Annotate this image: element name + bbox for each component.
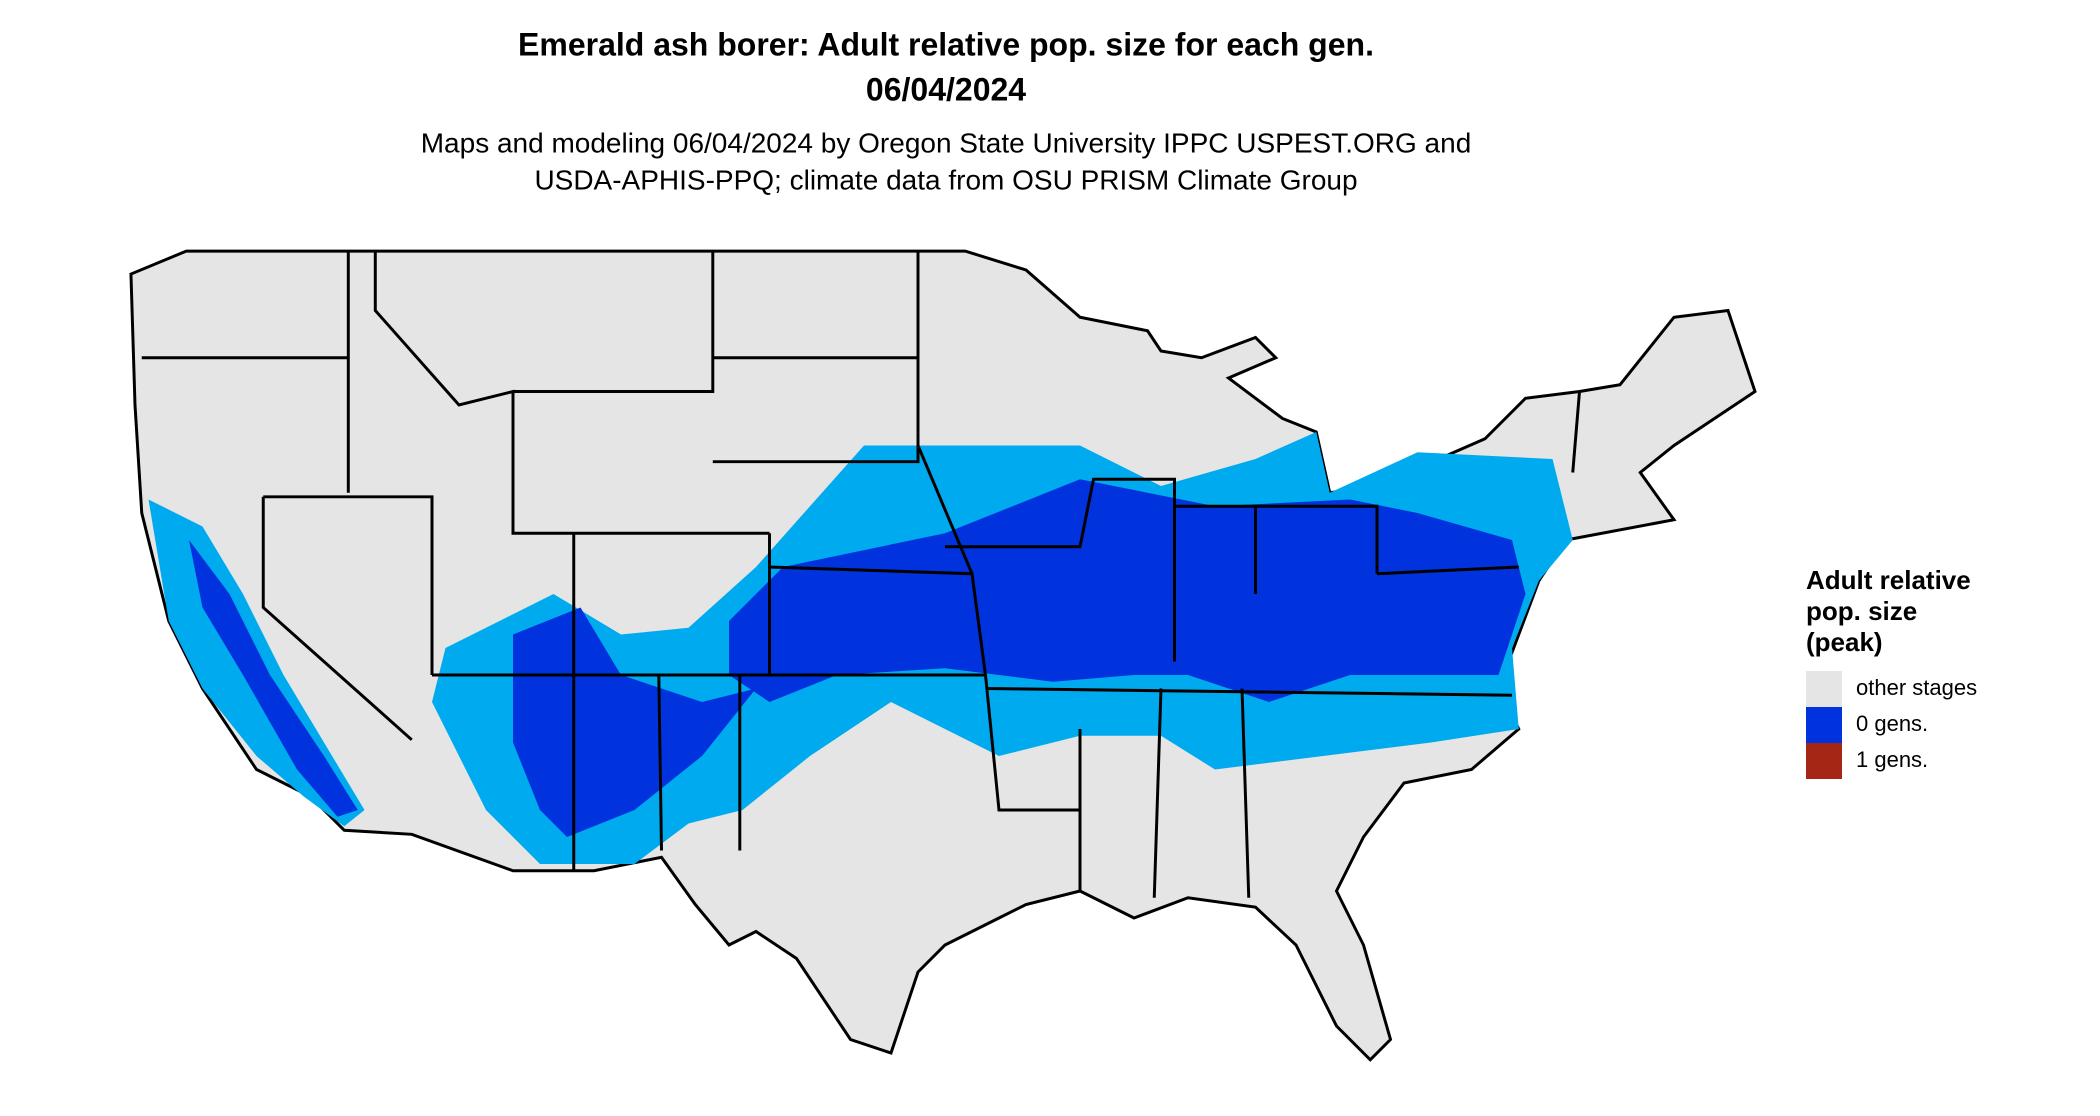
date: 06/04/2024 <box>866 71 1026 107</box>
legend-swatch <box>1806 743 1842 779</box>
subtitle-line: USDA-APHIS-PPQ; climate data from OSU PR… <box>534 164 1357 195</box>
legend-title: pop. size <box>1806 596 1917 626</box>
legend-swatch <box>1806 707 1842 743</box>
legend-title: Adult relative <box>1806 565 1971 595</box>
dark-region <box>189 540 358 817</box>
legend-title: (peak) <box>1806 627 1883 657</box>
legend-swatch <box>1806 671 1842 707</box>
subtitle-line: Maps and modeling 06/04/2024 by Oregon S… <box>421 127 1472 158</box>
legend-label: 0 gens. <box>1856 711 1928 736</box>
map <box>129 249 1757 1062</box>
title: Emerald ash borer: Adult relative pop. s… <box>518 26 1374 62</box>
legend-label: 1 gens. <box>1856 747 1928 772</box>
legend: Adult relative pop. size (peak) other st… <box>1806 565 1977 779</box>
state-borders <box>141 251 1581 898</box>
dark-region <box>729 479 1526 702</box>
legend-label: other stages <box>1856 675 1977 700</box>
